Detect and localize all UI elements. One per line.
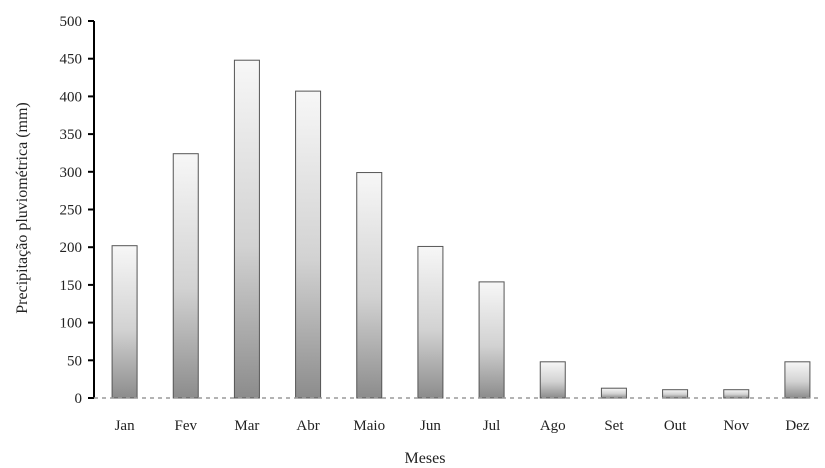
y-tick-label: 250 bbox=[60, 203, 83, 219]
bar-out bbox=[662, 389, 689, 399]
y-axis-title: Precipitação pluviométrica (mm) bbox=[14, 102, 31, 313]
bar-jun bbox=[417, 245, 444, 399]
y-axis-ticks: 0 50 100 150 200 250 300 350 400 450 500 bbox=[60, 14, 94, 407]
bar-set bbox=[600, 387, 627, 399]
x-axis-title: Meses bbox=[405, 450, 446, 467]
x-tick-label: Jan bbox=[115, 418, 135, 434]
x-tick-label: Jul bbox=[483, 418, 501, 434]
bar-abr bbox=[295, 90, 322, 399]
y-tick-label: 300 bbox=[60, 165, 83, 181]
x-tick-label: Out bbox=[664, 418, 687, 434]
x-tick-label: Set bbox=[604, 418, 624, 434]
y-tick-label: 100 bbox=[60, 316, 83, 332]
x-tick-label: Maio bbox=[353, 418, 385, 434]
bar-mar bbox=[233, 59, 260, 399]
bars bbox=[111, 59, 811, 399]
x-tick-label: Abr bbox=[296, 418, 319, 434]
x-tick-label: Jun bbox=[420, 418, 441, 434]
bar-maio bbox=[356, 172, 383, 399]
y-tick-label: 200 bbox=[60, 240, 83, 256]
y-tick-label: 150 bbox=[60, 278, 83, 294]
x-axis-tick-labels: Jan Fev Mar Abr Maio Jun Jul Ago Set Out Nov Dez bbox=[115, 418, 810, 434]
y-tick-label: 350 bbox=[60, 127, 83, 143]
bar-jan bbox=[111, 245, 138, 399]
y-tick-label: 400 bbox=[60, 89, 83, 105]
y-tick-label: 0 bbox=[75, 391, 83, 407]
y-tick-label: 450 bbox=[60, 52, 83, 68]
y-tick-label: 500 bbox=[60, 14, 83, 30]
bar-fev bbox=[172, 153, 199, 399]
x-tick-label: Ago bbox=[540, 418, 566, 434]
bar-nov bbox=[723, 389, 750, 399]
x-tick-label: Nov bbox=[723, 418, 749, 434]
bar-dez bbox=[784, 361, 811, 399]
bar-ago bbox=[539, 361, 566, 399]
x-tick-label: Fev bbox=[175, 418, 198, 434]
x-tick-label: Dez bbox=[785, 418, 809, 434]
y-tick-label: 50 bbox=[67, 353, 82, 369]
x-tick-label: Mar bbox=[234, 418, 259, 434]
bar-jul bbox=[478, 281, 505, 399]
